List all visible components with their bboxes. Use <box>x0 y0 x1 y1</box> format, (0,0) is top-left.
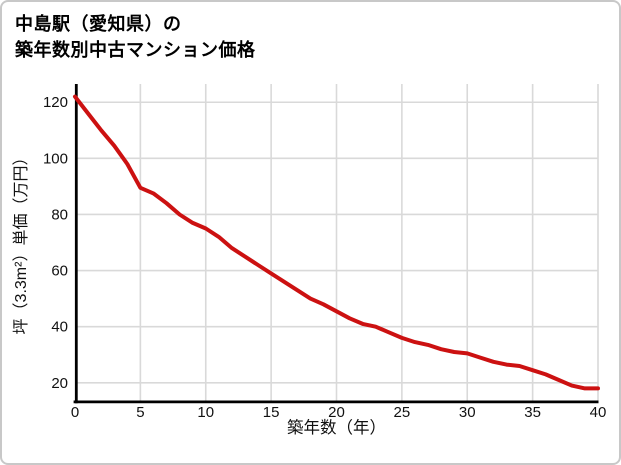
axis-lines <box>73 84 599 404</box>
x-tick-label: 5 <box>136 404 144 421</box>
y-axis-label: 坪（3.3m²）単価（万円） <box>12 150 30 335</box>
chart-title-line2: 築年数別中古マンション価格 <box>15 40 256 60</box>
y-tick-label: 80 <box>51 206 68 223</box>
y-tick-label: 40 <box>51 319 68 336</box>
x-tick-label: 35 <box>524 404 541 421</box>
x-tick-label: 40 <box>590 404 607 421</box>
price-line <box>73 94 600 391</box>
x-tick-label: 20 <box>328 404 345 421</box>
x-axis-label: 築年数（年） <box>287 418 386 437</box>
chart-title: 中島駅（愛知県）の 築年数別中古マンション価格 <box>15 11 256 63</box>
y-tick-labels: 20 40 60 80 100 120 <box>43 94 68 392</box>
y-tick-label: 20 <box>51 375 68 392</box>
x-tick-label: 15 <box>263 404 280 421</box>
y-tick-label: 120 <box>43 94 68 111</box>
x-tick-label: 0 <box>71 404 79 421</box>
grid-lines <box>77 84 599 401</box>
chart-title-line1: 中島駅（愛知県）の <box>15 14 182 34</box>
x-tick-label: 25 <box>394 404 411 421</box>
x-tick-labels: 0 5 10 15 20 25 30 35 40 <box>71 404 607 421</box>
x-tick-label: 10 <box>197 404 214 421</box>
x-tick-label: 30 <box>459 404 476 421</box>
y-tick-label: 60 <box>51 263 68 280</box>
y-tick-label: 100 <box>43 150 68 167</box>
